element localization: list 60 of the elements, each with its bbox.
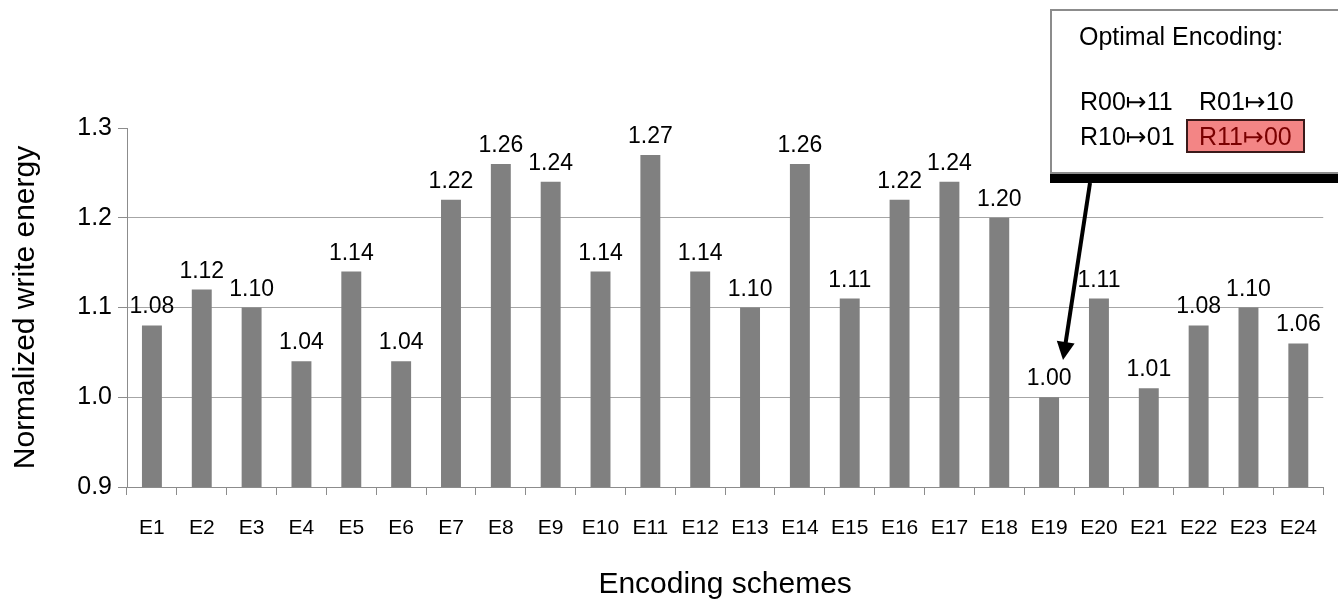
x-tick-label: E6 <box>388 515 414 539</box>
x-tick-label: E10 <box>581 515 620 539</box>
y-tick-label: 1.3 <box>77 111 112 140</box>
x-tick-label: E21 <box>1130 515 1168 539</box>
x-tick-label: E19 <box>1030 515 1068 539</box>
data-label: 1.14 <box>328 238 374 265</box>
data-label: 1.24 <box>528 148 574 175</box>
x-tick-label: E18 <box>980 515 1018 539</box>
data-label: 1.22 <box>877 166 922 193</box>
x-tick-label: E24 <box>1279 515 1318 539</box>
data-label: 1.26 <box>478 130 524 157</box>
data-label: 1.08 <box>1176 292 1222 319</box>
data-label: 1.04 <box>279 328 325 355</box>
data-label: 1.04 <box>378 328 424 355</box>
data-label: 1.11 <box>828 265 872 292</box>
data-label: 1.11 <box>1077 265 1121 292</box>
x-tick-label: E5 <box>338 515 365 539</box>
x-tick-label: E3 <box>238 515 265 539</box>
x-tick-label: E4 <box>288 515 315 539</box>
data-label: 1.14 <box>578 238 624 265</box>
data-label: 1.00 <box>1026 364 1072 391</box>
text: R00↦11 <box>1080 87 1173 115</box>
text: R01↦10 <box>1199 87 1294 115</box>
x-tick-label: E22 <box>1179 515 1218 539</box>
data-label: 1.26 <box>777 130 823 157</box>
data-label: 1.22 <box>428 166 474 193</box>
data-label: 1.10 <box>229 274 274 301</box>
x-tick-label: E16 <box>880 515 919 539</box>
text: Optimal Encoding: <box>1079 22 1284 50</box>
y-axis-title: Normalized write energy <box>7 145 41 470</box>
x-tick-label: E20 <box>1080 515 1118 539</box>
x-tick-label: E12 <box>681 515 719 539</box>
x-tick-label: E17 <box>930 515 969 539</box>
x-tick-label: E2 <box>188 515 215 539</box>
x-tick-label: E9 <box>537 515 564 539</box>
data-label: 1.08 <box>129 292 175 319</box>
data-label: 1.10 <box>727 274 773 301</box>
x-tick-label: E7 <box>438 515 464 539</box>
y-tick-label: 1.1 <box>77 291 112 320</box>
x-tick-label: E14 <box>781 515 819 539</box>
x-axis-title: Encoding schemes <box>598 566 852 600</box>
x-tick-label: E11 <box>632 515 669 539</box>
data-label: 1.14 <box>677 238 723 265</box>
x-tick-label: E23 <box>1229 515 1268 539</box>
x-tick-label: E13 <box>731 515 769 539</box>
data-label: 1.06 <box>1275 310 1321 337</box>
x-tick-label: E8 <box>487 515 514 539</box>
y-tick-label: 0.9 <box>77 470 112 499</box>
y-tick-label: 1.2 <box>77 201 112 230</box>
x-tick-label: E15 <box>831 515 869 539</box>
annotation: R11↦00 <box>1199 122 1292 150</box>
data-label: 1.12 <box>179 256 225 283</box>
data-label: 1.27 <box>627 121 673 148</box>
data-label: 1.24 <box>927 148 972 175</box>
annotation: R10↦01 <box>1080 122 1175 150</box>
y-tick-label: 1.0 <box>77 381 112 410</box>
data-label: 1.20 <box>976 184 1022 211</box>
x-tick-label: E1 <box>139 515 165 539</box>
data-label: 1.10 <box>1226 274 1271 301</box>
data-label: 1.01 <box>1126 355 1172 382</box>
